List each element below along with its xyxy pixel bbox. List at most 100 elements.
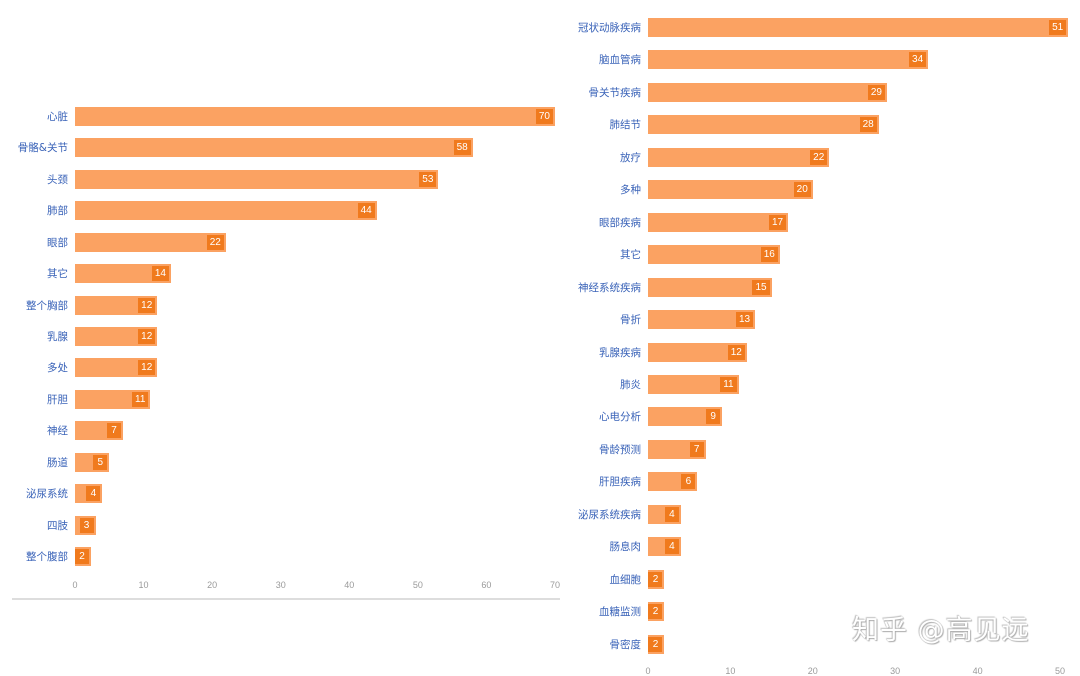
bar-row: 头颈 53 bbox=[0, 169, 575, 190]
value-label: 29 bbox=[867, 84, 885, 100]
bar: 2 bbox=[648, 569, 665, 589]
bar: 7 bbox=[648, 439, 706, 459]
bar: 53 bbox=[75, 169, 439, 189]
bar: 51 bbox=[648, 18, 1069, 37]
value-label: 22 bbox=[206, 234, 224, 250]
category-label: 肠息肉 bbox=[609, 541, 642, 554]
value-label: 2 bbox=[648, 571, 663, 587]
bar: 20 bbox=[648, 180, 813, 200]
category-label: 脑血管病 bbox=[599, 54, 641, 67]
x-tick-label: 10 bbox=[725, 666, 736, 676]
category-label: 眼部疾病 bbox=[599, 216, 641, 229]
x-tick-label: 70 bbox=[549, 580, 561, 590]
category-label: 神经系统疾病 bbox=[578, 281, 641, 294]
value-label: 11 bbox=[132, 391, 149, 407]
value-label: 12 bbox=[138, 329, 156, 344]
category-label: 肝胆疾病 bbox=[599, 476, 641, 489]
bar-row: 肺部 44 bbox=[0, 201, 575, 221]
x-tick-label: 40 bbox=[344, 580, 355, 590]
bar: 2 bbox=[648, 602, 665, 622]
x-tick-label: 20 bbox=[207, 580, 218, 590]
value-label: 4 bbox=[664, 506, 679, 522]
bar-row: 其它 16 bbox=[0, 245, 1080, 265]
bar-row: 整个胸部 12 bbox=[0, 295, 575, 316]
category-label: 肺炎 bbox=[620, 378, 641, 391]
value-label: 7 bbox=[107, 423, 121, 439]
category-label: 其它 bbox=[620, 249, 641, 262]
bar-row: 眼部疾病 17 bbox=[0, 212, 1080, 233]
x-tick-label: 20 bbox=[807, 666, 818, 676]
value-label: 53 bbox=[419, 171, 437, 187]
bar-row: 多种 20 bbox=[0, 180, 1080, 200]
category-label: 多种 bbox=[620, 184, 641, 197]
value-label: 4 bbox=[664, 539, 679, 555]
value-label: 14 bbox=[151, 266, 169, 282]
category-label: 整个胸部 bbox=[26, 299, 68, 312]
category-label: 四肢 bbox=[47, 519, 68, 532]
bar-row: 四肢 3 bbox=[0, 515, 575, 536]
watermark: 知乎 @高见远 bbox=[852, 615, 1030, 646]
category-label: 冠状动脉疾病 bbox=[578, 22, 641, 34]
bar-row: 脑血管病 34 bbox=[0, 50, 1080, 70]
value-label: 34 bbox=[909, 52, 927, 68]
category-label: 骨骼&关节 bbox=[17, 142, 68, 155]
x-tick-label: 10 bbox=[138, 580, 149, 590]
category-label: 血细胞 bbox=[609, 573, 642, 586]
bar: 11 bbox=[648, 374, 739, 394]
bar-row: 血糖监测 2 bbox=[0, 602, 1080, 622]
category-label: 心脏 bbox=[47, 111, 68, 123]
bar: 5 bbox=[75, 452, 110, 472]
bar: 12 bbox=[75, 358, 158, 378]
bar: 12 bbox=[75, 327, 158, 346]
value-label: 17 bbox=[768, 214, 787, 230]
value-label: 12 bbox=[138, 360, 156, 376]
bar-row: 肠道 5 bbox=[0, 452, 575, 473]
bar-row: 骨密度 2 bbox=[0, 634, 1080, 655]
bar: 34 bbox=[648, 50, 929, 70]
category-label: 其它 bbox=[47, 268, 68, 281]
bar-row: 心脏 70 bbox=[0, 107, 575, 127]
bar-row: 心电分析 9 bbox=[0, 407, 1080, 427]
bar-row: 骨关节疾病 29 bbox=[0, 82, 1080, 103]
bar: 22 bbox=[75, 232, 226, 252]
category-label: 肠道 bbox=[47, 456, 68, 469]
bar: 14 bbox=[75, 264, 171, 284]
category-label: 多处 bbox=[47, 362, 68, 375]
value-label: 2 bbox=[75, 549, 89, 565]
bar: 3 bbox=[75, 515, 96, 535]
bar: 44 bbox=[75, 201, 377, 221]
category-label: 骨折 bbox=[620, 314, 641, 327]
value-label: 11 bbox=[720, 376, 737, 392]
bar-row: 肺炎 11 bbox=[0, 374, 1080, 395]
bar-row: 血细胞 2 bbox=[0, 569, 1080, 590]
bar-row: 肝胆疾病 6 bbox=[0, 472, 1080, 492]
bar: 4 bbox=[75, 484, 103, 504]
category-label: 泌尿系统疾病 bbox=[578, 508, 641, 521]
bar: 7 bbox=[75, 421, 123, 441]
category-label: 肺部 bbox=[47, 205, 68, 218]
bar-row: 眼部 22 bbox=[0, 232, 575, 253]
bar: 12 bbox=[648, 342, 747, 362]
category-label: 肺结节 bbox=[609, 119, 642, 132]
value-label: 7 bbox=[689, 441, 704, 457]
bar-row: 肠息肉 4 bbox=[0, 537, 1080, 557]
value-label: 2 bbox=[648, 604, 663, 620]
bar-row: 肝胆 11 bbox=[0, 389, 575, 410]
bar-row: 整个腹部 2 bbox=[0, 547, 575, 567]
value-label: 12 bbox=[727, 344, 745, 360]
bar: 58 bbox=[75, 138, 473, 158]
x-tick-label: 30 bbox=[890, 666, 901, 676]
bar-row: 骨骼&关节 58 bbox=[0, 138, 575, 158]
bar: 28 bbox=[648, 115, 879, 135]
bar: 12 bbox=[75, 295, 158, 315]
bar: 2 bbox=[75, 547, 91, 567]
value-label: 51 bbox=[1049, 20, 1067, 35]
value-label: 9 bbox=[706, 409, 721, 425]
category-label: 心电分析 bbox=[599, 411, 641, 424]
bar: 16 bbox=[648, 245, 780, 265]
bar-row: 神经 7 bbox=[0, 421, 575, 441]
category-label: 肝胆 bbox=[47, 393, 68, 406]
x-tick-label: 50 bbox=[1054, 666, 1066, 676]
bar-row: 泌尿系统 4 bbox=[0, 484, 575, 504]
